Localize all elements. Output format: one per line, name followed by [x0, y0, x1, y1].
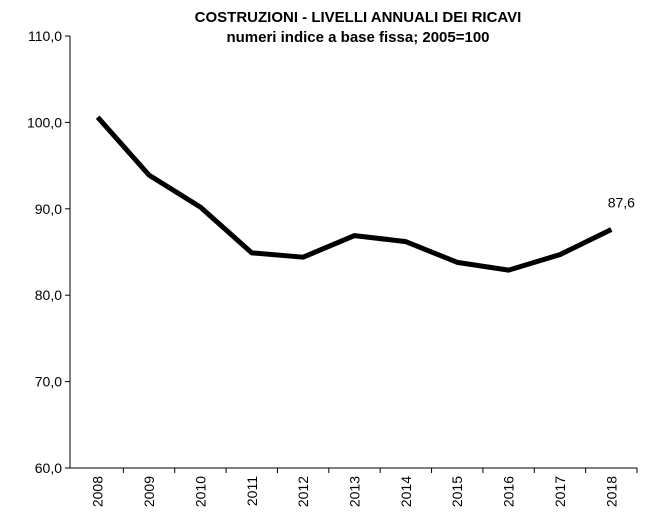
- y-tick-label: 70,0: [35, 374, 62, 390]
- data-label: 87,6: [608, 195, 635, 211]
- x-tick-label: 2008: [90, 476, 106, 507]
- y-tick-label: 90,0: [35, 201, 62, 217]
- y-tick-label: 60,0: [35, 460, 62, 476]
- x-tick-label: 2017: [552, 476, 568, 507]
- x-tick-label: 2014: [398, 476, 414, 507]
- line: [95, 115, 613, 273]
- y-tick-label: 80,0: [35, 287, 62, 303]
- y-tick-label: 110,0: [28, 28, 62, 44]
- chart-title: COSTRUZIONI - LIVELLI ANNUALI DEI RICAVI: [195, 9, 522, 26]
- x-tick-label: 2016: [501, 476, 517, 507]
- x-tick-label: 2015: [449, 476, 465, 507]
- x-tick-label: 2012: [295, 476, 311, 507]
- x-tick-label: 2013: [347, 476, 363, 507]
- x-tick-label: 2010: [192, 476, 208, 507]
- x-tick-label: 2018: [603, 476, 619, 507]
- y-tick-label: 100,0: [27, 114, 62, 130]
- chart-subtitle: numeri indice a base fissa; 2005=100: [226, 29, 489, 46]
- x-tick-label: 2009: [141, 476, 157, 507]
- x-tick-label: 2011: [244, 476, 260, 506]
